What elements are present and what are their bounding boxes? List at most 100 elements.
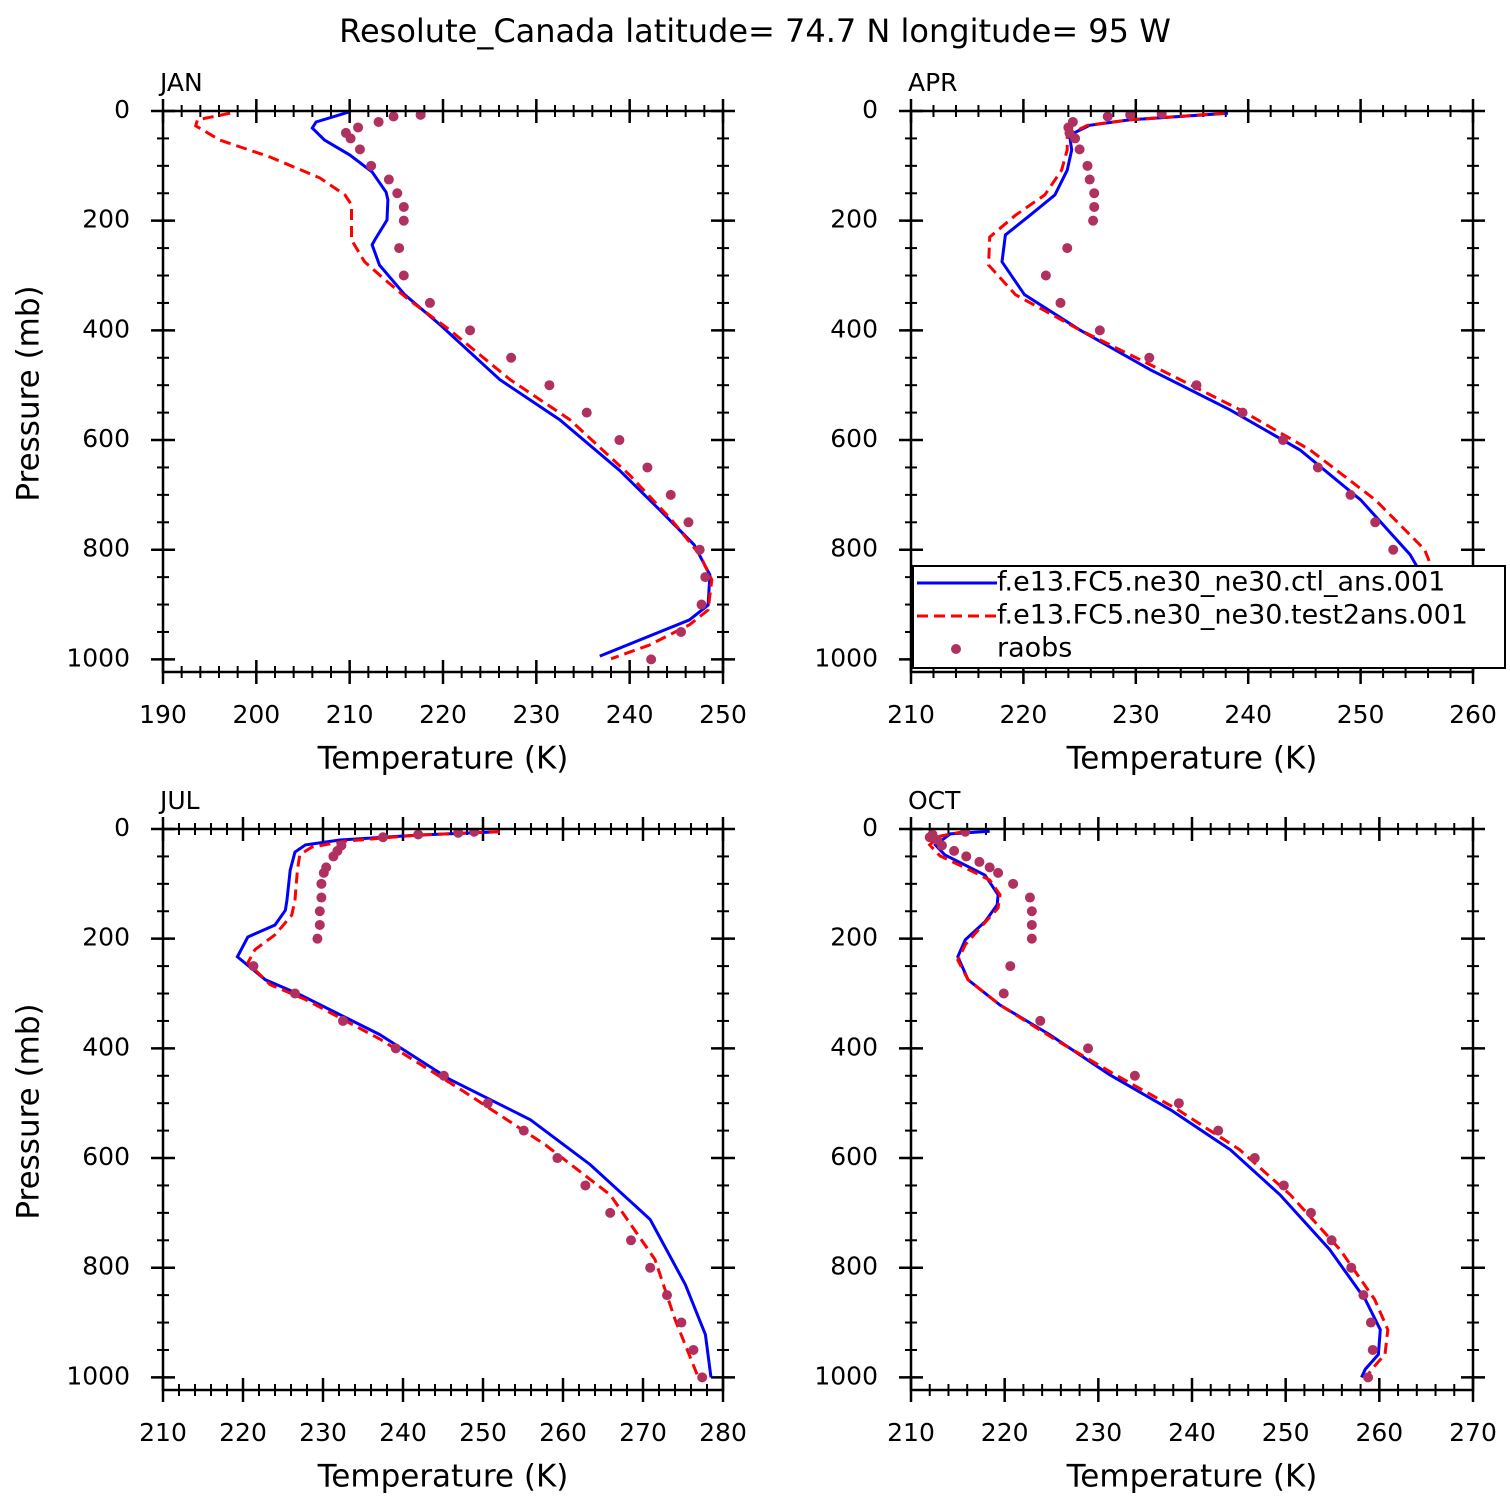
raob-point — [646, 654, 657, 665]
raob-point — [665, 489, 676, 500]
x-tick-label: 250 — [699, 700, 747, 729]
x-tick-label: 210 — [887, 700, 935, 729]
x-tick-label: 210 — [139, 1418, 187, 1447]
y-tick-label: 0 — [862, 813, 878, 842]
raob-point — [1370, 517, 1381, 528]
y-tick-label: 600 — [82, 424, 130, 453]
y-axis-label: Pressure (mb) — [11, 285, 47, 501]
raob-point — [552, 1153, 563, 1164]
plot-frame — [161, 827, 725, 1392]
legend-label: f.e13.FC5.ne30_ne30.test2ans.001 — [997, 600, 1468, 631]
raob-point — [984, 862, 995, 873]
y-tick-label: 1000 — [66, 643, 130, 672]
raob-point — [961, 851, 972, 862]
legend-label: raobs — [997, 633, 1072, 664]
raob-point — [1278, 435, 1289, 446]
raob-point — [1084, 174, 1095, 185]
raob-point — [949, 845, 960, 856]
profile-line — [933, 829, 1382, 1379]
raob-point — [1024, 892, 1035, 903]
raob-point — [1008, 878, 1019, 889]
y-tick-label: 400 — [830, 314, 878, 343]
x-tick-label: 230 — [1074, 1418, 1122, 1447]
raob-point — [390, 1043, 401, 1054]
profile-line — [927, 829, 1390, 1379]
raob-point — [394, 243, 405, 254]
raob-point — [1083, 1043, 1094, 1054]
raob-point — [1088, 215, 1099, 226]
legend-label: f.e13.FC5.ne30_ne30.ctl_ans.001 — [997, 567, 1445, 598]
x-tick-label: 250 — [459, 1418, 507, 1447]
raob-point — [354, 144, 365, 155]
raob-point — [1005, 961, 1016, 972]
y-tick-label: 600 — [830, 424, 878, 453]
raob-point — [1249, 1153, 1260, 1164]
raob-point — [378, 832, 388, 843]
raob-point — [388, 111, 399, 122]
raob-point — [1102, 111, 1113, 122]
raob-point — [1305, 1207, 1316, 1218]
raob-point — [314, 906, 325, 917]
x-tick-label: 220 — [1000, 700, 1048, 729]
legend-marker — [951, 644, 961, 654]
y-tick-label: 800 — [830, 1252, 878, 1281]
x-tick-label: 230 — [512, 700, 560, 729]
raob-point — [1040, 270, 1051, 281]
raob-point — [1067, 116, 1078, 127]
x-axis-label: Temperature (K) — [1066, 1459, 1318, 1495]
x-tick-label: 250 — [1262, 1418, 1310, 1447]
raob-point — [544, 380, 555, 391]
y-tick-label: 600 — [82, 1142, 130, 1171]
y-tick-label: 1000 — [814, 1361, 878, 1390]
raob-point — [1094, 325, 1105, 336]
profile-line — [310, 111, 712, 658]
y-tick-label: 800 — [82, 1252, 130, 1281]
legend-box — [912, 565, 1506, 669]
y-tick-label: 0 — [862, 95, 878, 124]
raob-point — [338, 1015, 348, 1026]
raob-point — [1345, 489, 1356, 500]
y-axis-label: Pressure (mb) — [11, 1003, 47, 1219]
panel-label: JUL — [158, 786, 200, 815]
raob-point — [383, 174, 394, 185]
y-tick-label: 200 — [830, 923, 878, 952]
raob-point — [694, 544, 705, 555]
raob-point — [290, 988, 300, 999]
raob-point — [1278, 1180, 1289, 1191]
x-tick-label: 220 — [981, 1418, 1029, 1447]
raob-point — [424, 297, 435, 308]
plot-frame — [909, 827, 1475, 1392]
raob-point — [614, 435, 625, 446]
raob-point — [1082, 160, 1093, 171]
raob-point — [353, 122, 364, 133]
raob-point — [927, 829, 938, 840]
profile-line — [193, 111, 714, 661]
raob-point — [1358, 1290, 1369, 1301]
raob-point — [1026, 906, 1037, 917]
raob-point — [1074, 144, 1085, 155]
raob-point — [398, 215, 409, 226]
x-axis-label: Temperature (K) — [317, 1459, 569, 1495]
y-tick-label: 200 — [830, 205, 878, 234]
raob-point — [1125, 111, 1136, 120]
raob-point — [696, 599, 707, 610]
raob-point — [688, 1344, 699, 1355]
x-tick-label: 280 — [699, 1418, 747, 1447]
x-tick-label: 260 — [1355, 1418, 1403, 1447]
plot-frame — [161, 109, 725, 674]
y-tick-label: 200 — [82, 923, 130, 952]
x-tick-label: 230 — [299, 1418, 347, 1447]
raob-point — [1213, 1125, 1224, 1136]
x-tick-label: 270 — [619, 1418, 667, 1447]
raob-point — [518, 1125, 529, 1136]
x-tick-label: 190 — [139, 700, 187, 729]
raob-point — [1363, 1372, 1374, 1383]
raob-point — [465, 325, 476, 336]
profile-line — [245, 830, 700, 1378]
x-tick-label: 270 — [1449, 1418, 1497, 1447]
raob-point — [1129, 1070, 1140, 1081]
raob-point — [1026, 933, 1037, 944]
raob-point — [1089, 188, 1100, 199]
